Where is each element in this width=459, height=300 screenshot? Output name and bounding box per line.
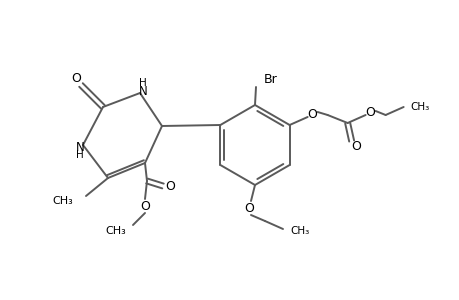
Text: CH₃: CH₃ bbox=[289, 226, 308, 236]
Text: N: N bbox=[75, 140, 84, 154]
Text: N: N bbox=[138, 85, 147, 98]
Text: CH₃: CH₃ bbox=[105, 226, 126, 236]
Text: O: O bbox=[351, 140, 361, 152]
Text: CH₃: CH₃ bbox=[52, 196, 73, 206]
Text: O: O bbox=[307, 107, 317, 121]
Text: H: H bbox=[139, 78, 146, 88]
Text: CH₃: CH₃ bbox=[410, 102, 429, 112]
Text: O: O bbox=[365, 106, 375, 118]
Text: O: O bbox=[244, 202, 253, 215]
Text: O: O bbox=[165, 179, 174, 193]
Text: O: O bbox=[140, 200, 150, 214]
Text: O: O bbox=[71, 71, 81, 85]
Text: Br: Br bbox=[263, 73, 277, 85]
Text: H: H bbox=[76, 150, 84, 160]
